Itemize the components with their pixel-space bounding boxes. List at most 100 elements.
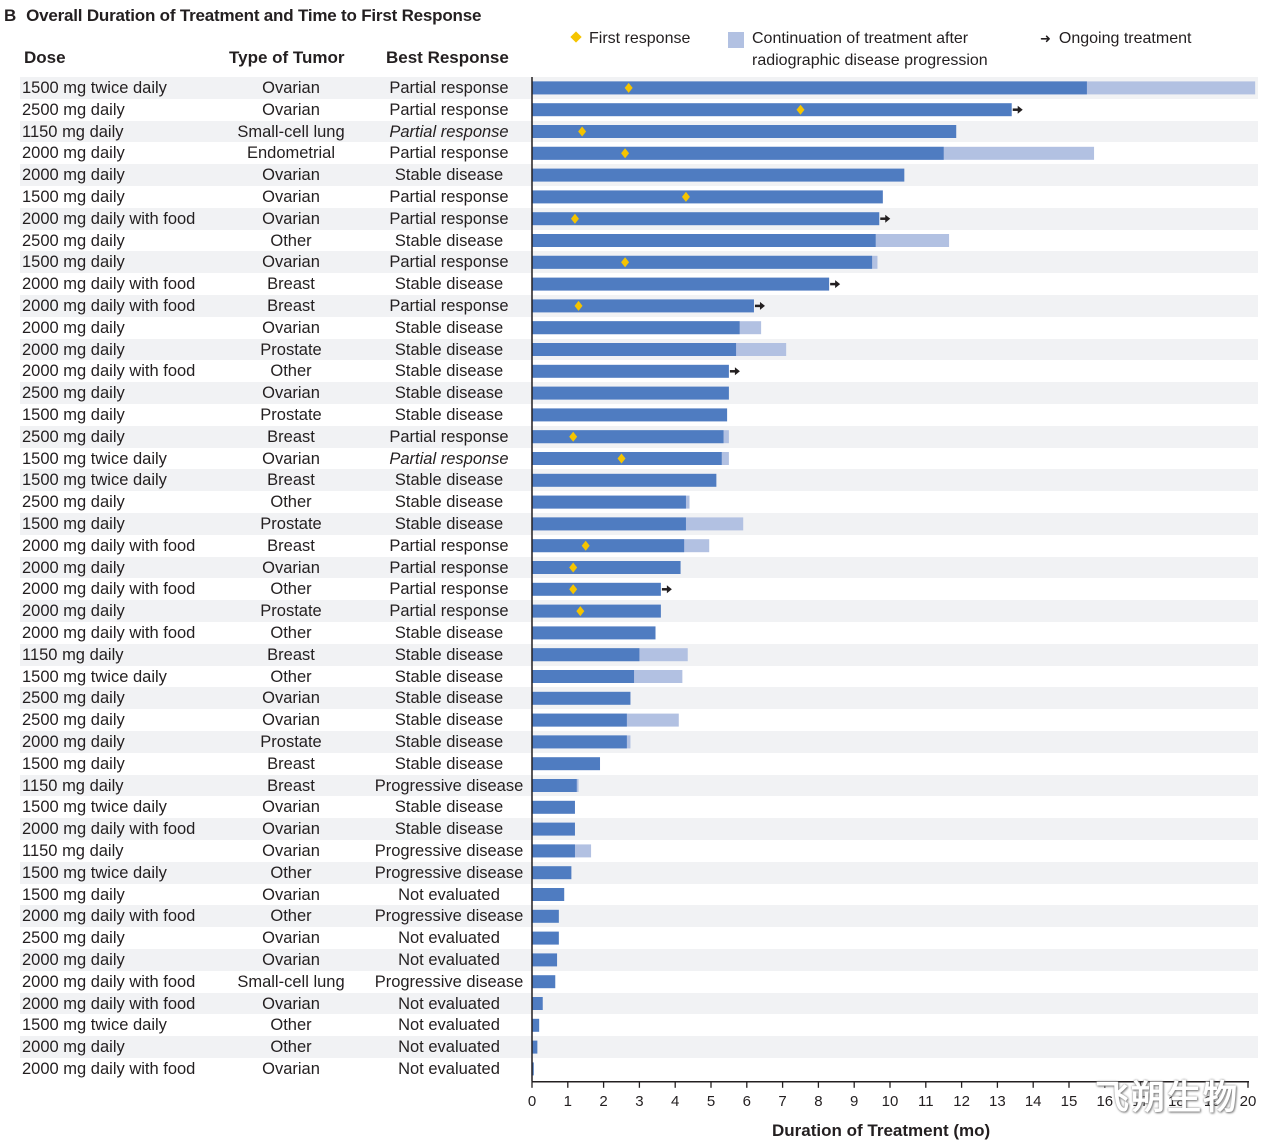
table-row: 1150 mg daily Small-cell lung Partial resp… <box>20 120 1258 143</box>
response-cell: Stable disease <box>394 231 504 250</box>
dose-cell: 2000 mg daily with food <box>22 972 196 991</box>
response-cell: Partial response <box>389 558 509 577</box>
dose-cell: 2000 mg daily <box>22 602 125 621</box>
table-row: 1500 mg twice daily Ovarian Partial respon… <box>20 448 1258 470</box>
response-cell: Stable disease <box>394 733 504 751</box>
dose-cell: 2000 mg daily with food <box>22 994 196 1013</box>
response-cell: Partial response <box>389 253 509 272</box>
dose-cell: 1500 mg daily <box>22 406 125 424</box>
x-tick-label: 13 <box>989 1093 1006 1110</box>
dose-cell: 1500 mg daily <box>22 754 125 773</box>
response-cell: Partial response <box>389 449 509 468</box>
dose-cell: 2000 mg daily with food <box>22 907 196 926</box>
dose-cell: 1500 mg daily <box>22 885 125 904</box>
table-row: 2000 mg daily with food Breast Stable dise… <box>20 273 1258 295</box>
response-cell: Partial response <box>389 602 509 621</box>
tumor-cell: Other <box>270 493 312 512</box>
tumor-cell: Prostate <box>260 340 322 359</box>
column-header-tumor: Type of Tumor <box>229 48 345 67</box>
response-cell: Stable disease <box>394 689 504 708</box>
tumor-cell: Other <box>270 907 312 926</box>
response-cell: Progressive disease <box>374 907 524 926</box>
tumor-cell: Ovarian <box>262 318 320 337</box>
table-row: 2000 mg daily with food Small-cell lung Pr… <box>20 971 1258 993</box>
tumor-cell: Other <box>270 624 312 642</box>
response-cell: Partial response <box>389 209 509 228</box>
chart-title: B Overall Duration of Treatment and Time … <box>4 6 481 26</box>
table-row: 1500 mg daily Prostate Stable disease <box>20 404 1258 426</box>
response-cell: Stable disease <box>394 340 504 359</box>
tumor-cell: Ovarian <box>262 798 320 817</box>
response-cell: Stable disease <box>394 384 504 403</box>
table-row: 2000 mg daily with food Breast Partial res… <box>20 535 1258 557</box>
panel-label: B <box>4 6 17 25</box>
response-cell: Partial response <box>389 580 509 599</box>
dose-cell: 2500 mg daily <box>22 711 125 730</box>
dose-cell: 2000 mg daily with food <box>22 362 196 381</box>
dose-cell: 1500 mg twice daily <box>22 1016 167 1035</box>
table-row: 2000 mg daily with food Other Stable disea… <box>20 622 1258 644</box>
table-row: 2000 mg daily with food Ovarian Not evalua… <box>20 1058 1258 1080</box>
tumor-cell: Prostate <box>260 406 322 424</box>
legend-ongoing: ➜ Ongoing treatment <box>1040 28 1191 50</box>
continuation-swatch-icon <box>728 32 744 48</box>
table-row: 1500 mg twice daily Other Not evaluated <box>20 1014 1258 1036</box>
response-cell: Stable disease <box>394 493 504 512</box>
x-tick-label: 11 <box>918 1093 934 1110</box>
table-row: 1150 mg daily Breast Progressive disease <box>20 774 1258 797</box>
response-cell: Stable disease <box>394 645 504 664</box>
x-tick-label: 4 <box>671 1093 679 1110</box>
dose-cell: 1500 mg twice daily <box>22 863 167 882</box>
response-cell: Stable disease <box>394 667 504 686</box>
dose-cell: 2000 mg daily <box>22 951 125 969</box>
dose-cell: 1500 mg twice daily <box>22 449 167 468</box>
dose-cell: 2000 mg daily with food <box>22 209 196 228</box>
response-cell: Stable disease <box>394 820 504 839</box>
tumor-cell: Ovarian <box>262 689 320 708</box>
tumor-cell: Breast <box>267 297 315 315</box>
response-cell: Progressive disease <box>374 842 524 860</box>
tumor-cell: Ovarian <box>262 820 320 839</box>
dose-cell: 2500 mg daily <box>22 427 125 446</box>
table-row: 1500 mg daily Ovarian Partial response <box>20 186 1258 208</box>
tumor-cell: Breast <box>267 471 315 490</box>
dose-cell: 2500 mg daily <box>22 384 125 403</box>
legend-continuation-line1: Continuation of treatment after <box>752 30 969 47</box>
response-cell: Partial response <box>389 122 509 141</box>
response-cell: Stable disease <box>394 406 504 424</box>
x-tick-label: 14 <box>1025 1093 1042 1110</box>
table-row: 2000 mg daily Ovarian Stable disease <box>20 317 1258 339</box>
response-cell: Stable disease <box>394 754 504 773</box>
column-header-dose: Dose <box>24 48 66 67</box>
tumor-cell: Prostate <box>260 515 322 533</box>
tumor-cell: Other <box>270 580 312 599</box>
tumor-cell: Ovarian <box>262 100 320 119</box>
response-cell: Not evaluated <box>398 1060 500 1078</box>
tumor-cell: Ovarian <box>262 1060 320 1078</box>
response-cell: Partial response <box>389 188 509 206</box>
table-row: 2000 mg daily with food Other Partial resp… <box>20 578 1258 600</box>
dose-cell: 2000 mg daily <box>22 1038 125 1057</box>
tumor-cell: Ovarian <box>262 188 320 206</box>
table-row: 1500 mg twice daily Ovarian Stable disease <box>20 796 1258 818</box>
dose-cell: 2000 mg daily with food <box>22 536 196 555</box>
x-axis-label: Duration of Treatment (mo) <box>772 1121 991 1140</box>
tumor-cell: Breast <box>267 275 315 294</box>
x-tick-label: 5 <box>707 1093 715 1110</box>
response-cell: Partial response <box>389 297 509 315</box>
response-cell: Stable disease <box>394 798 504 817</box>
dose-cell: 1500 mg twice daily <box>22 471 167 490</box>
response-cell: Not evaluated <box>398 885 500 904</box>
dose-cell: 2000 mg daily with food <box>22 580 196 599</box>
tumor-cell: Other <box>270 1038 312 1057</box>
tumor-cell: Ovarian <box>262 209 320 228</box>
table-row: 2500 mg daily Ovarian Partial response <box>20 99 1258 121</box>
tumor-cell: Small-cell lung <box>237 122 345 141</box>
dose-cell: 2500 mg daily <box>22 929 125 948</box>
dose-cell: 1150 mg daily <box>22 122 124 141</box>
tumor-cell: Endometrial <box>246 144 336 163</box>
watermark: 飞朔生物 <box>1095 1079 1239 1117</box>
table-row: 2000 mg daily with food Ovarian Stable dis… <box>20 818 1258 840</box>
dose-cell: 1500 mg twice daily <box>22 667 167 686</box>
table-row: 2500 mg daily Ovarian Stable disease <box>20 382 1258 404</box>
